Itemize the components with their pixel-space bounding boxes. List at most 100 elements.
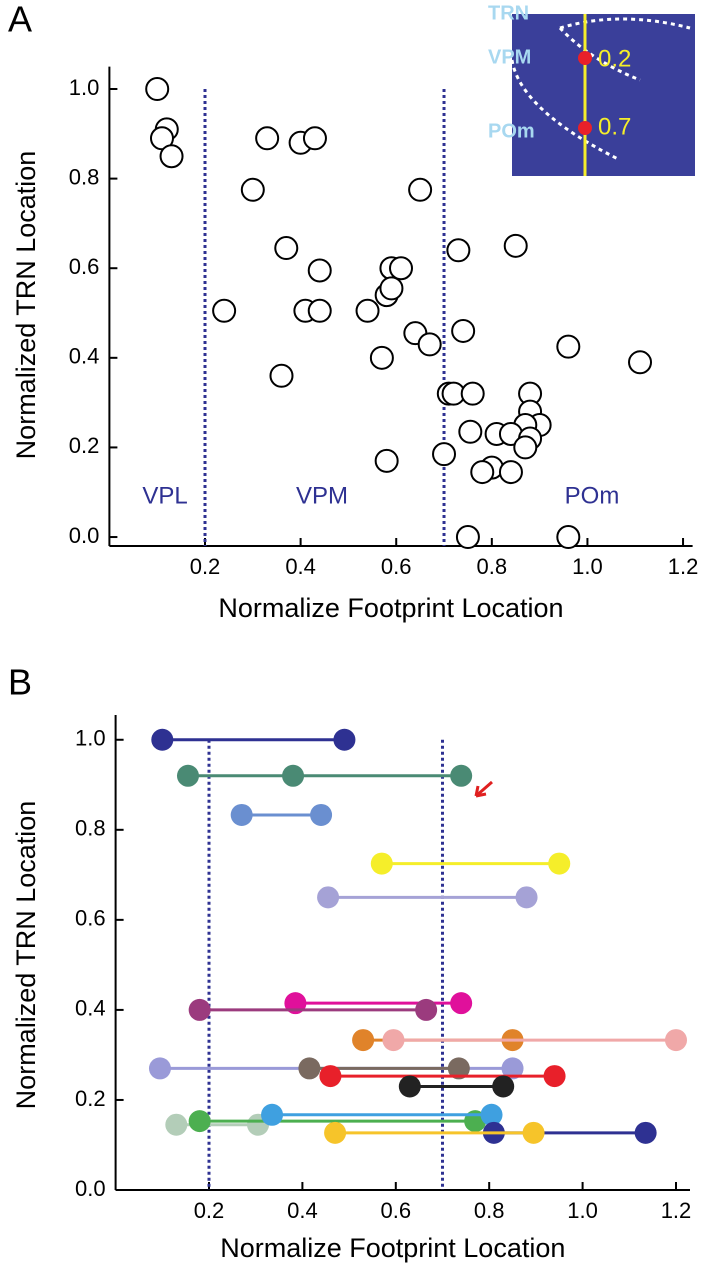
data-point: [556, 525, 581, 550]
data-point: [370, 852, 393, 875]
inset-label: VPM: [488, 46, 531, 68]
inset-label: 0.2: [598, 45, 631, 72]
inset-background: [512, 14, 695, 176]
data-point: [382, 1029, 405, 1052]
data-point: [398, 1075, 421, 1098]
x-tick-label: 0.6: [380, 1198, 411, 1223]
y-tick-label: 1.0: [69, 75, 100, 100]
data-point: [310, 803, 333, 826]
x-tick-label: 0.8: [477, 554, 508, 579]
inset-label: 0.7: [598, 113, 631, 140]
data-point: [664, 1029, 687, 1052]
data-point: [634, 1121, 657, 1144]
y-tick-label: 1.0: [75, 726, 106, 751]
x-tick-label: 0.6: [381, 554, 412, 579]
y-tick-label: 0.4: [69, 344, 100, 369]
region-label: POm: [565, 482, 620, 509]
data-point: [543, 1065, 566, 1088]
panel-letter: B: [8, 662, 32, 703]
data-point: [145, 77, 170, 102]
y-tick-label: 0.0: [69, 523, 100, 548]
data-point: [307, 298, 332, 323]
y-tick-label: 0.8: [69, 164, 100, 189]
data-point: [498, 460, 523, 485]
x-tick-label: 1.0: [572, 554, 603, 579]
data-point: [269, 363, 294, 388]
data-point: [165, 1113, 188, 1136]
inset-label: TRN: [488, 2, 529, 24]
data-point: [628, 350, 653, 375]
data-point: [548, 852, 571, 875]
y-tick-label: 0.8: [75, 816, 106, 841]
data-point: [188, 998, 211, 1021]
y-tick-label: 0.0: [75, 1176, 106, 1201]
region-label: VPL: [142, 482, 187, 509]
data-point: [319, 1065, 342, 1088]
y-tick-label: 0.4: [75, 996, 106, 1021]
data-point: [333, 728, 356, 751]
data-point: [450, 992, 473, 1015]
x-tick-label: 0.4: [285, 554, 316, 579]
y-tick-label: 0.6: [69, 254, 100, 279]
data-point: [460, 381, 485, 406]
data-point: [176, 764, 199, 787]
panel-letter: A: [8, 0, 32, 40]
data-point: [261, 1103, 284, 1126]
data-point: [451, 318, 476, 343]
data-point: [458, 419, 483, 444]
data-point: [556, 334, 581, 359]
data-point: [230, 803, 253, 826]
region-label: VPM: [296, 482, 348, 509]
data-point: [148, 1057, 171, 1080]
x-tick-label: 1.0: [567, 1198, 598, 1223]
x-tick-label: 1.2: [668, 554, 699, 579]
y-axis-title: Normalized TRN Location: [11, 151, 41, 460]
x-tick-label: 1.2: [661, 1198, 692, 1223]
data-point: [302, 126, 327, 151]
data-point: [151, 728, 174, 751]
data-point: [513, 435, 538, 460]
data-point: [212, 298, 237, 323]
y-tick-label: 0.2: [69, 433, 100, 458]
data-point: [324, 1121, 347, 1144]
arrow-annotation: [474, 780, 493, 798]
data-point: [480, 1103, 503, 1126]
data-point: [352, 1029, 375, 1052]
data-point: [415, 998, 438, 1021]
data-point: [355, 298, 380, 323]
data-point: [515, 886, 538, 909]
inset-boundary: [510, 59, 621, 162]
data-point: [389, 256, 413, 281]
data-point: [255, 126, 280, 151]
data-point: [379, 276, 404, 301]
x-axis-title: Normalize Footprint Location: [220, 1233, 565, 1263]
data-point: [408, 177, 433, 202]
x-axis-title: Normalize Footprint Location: [218, 593, 563, 623]
data-point: [492, 1075, 515, 1098]
data-point: [188, 1110, 211, 1133]
data-point: [501, 1057, 524, 1080]
data-point: [282, 764, 305, 787]
inset-dot: [578, 51, 592, 65]
inset-label: POm: [488, 120, 535, 142]
y-axis-title: Normalized TRN Location: [11, 801, 41, 1110]
y-tick-label: 0.2: [75, 1086, 106, 1111]
data-point: [307, 258, 332, 283]
data-point: [432, 442, 457, 467]
data-point: [240, 177, 265, 202]
inset-image: TRN VPM POm 0.2 0.7: [488, 2, 695, 176]
x-tick-label: 0.2: [190, 554, 221, 579]
y-tick-label: 0.6: [75, 906, 106, 931]
data-point: [470, 460, 495, 485]
data-point: [298, 1057, 321, 1080]
x-tick-label: 0.4: [287, 1198, 318, 1223]
data-point: [455, 525, 480, 550]
inset-boundary: [559, 17, 691, 30]
data-point: [317, 886, 340, 909]
inset-dot: [578, 121, 592, 135]
data-point: [374, 448, 399, 473]
inset-boundary: [558, 26, 641, 82]
x-tick-label: 0.2: [194, 1198, 225, 1223]
data-point: [447, 1057, 470, 1080]
